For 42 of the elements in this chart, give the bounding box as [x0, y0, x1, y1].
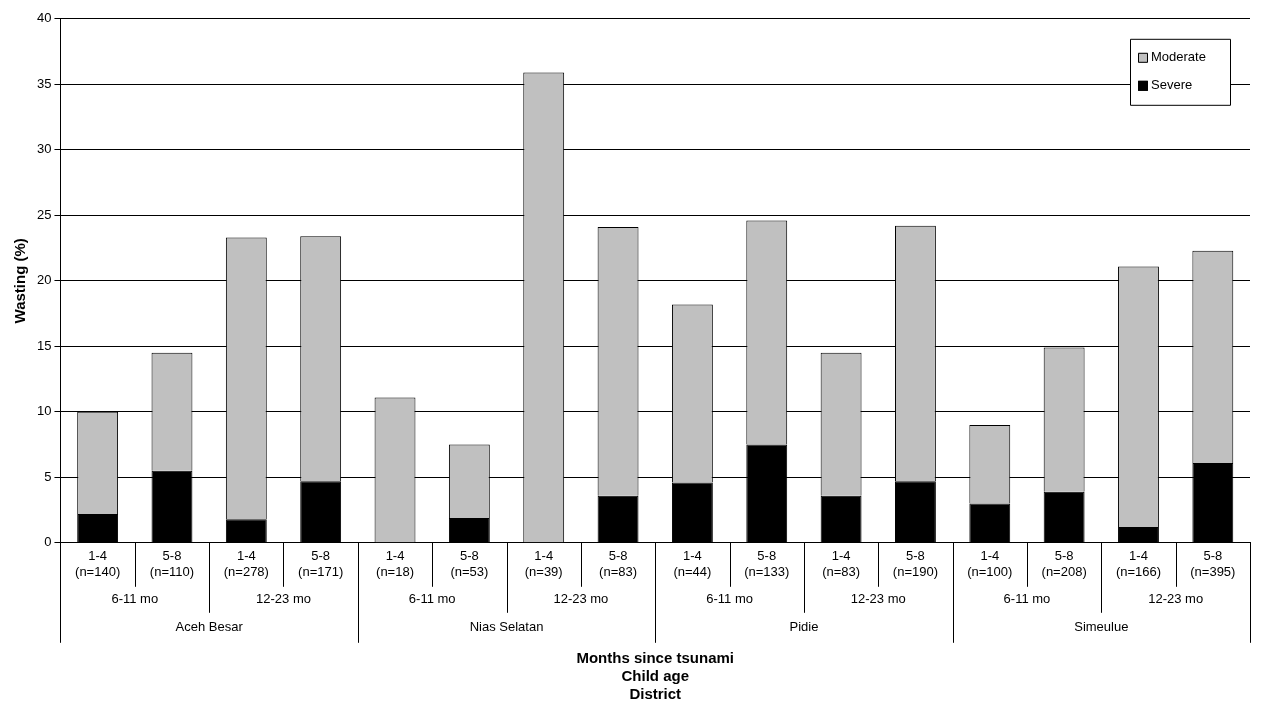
text: Pidie — [789, 619, 819, 635]
x-tick-label: 1-4 (n=83) — [822, 548, 861, 579]
y-tick-label: 35 — [36, 75, 52, 91]
y-tick-label: 20 — [36, 272, 52, 288]
y-tick-label: 25 — [36, 206, 52, 222]
x-tick-label: 1-4 (n=44) — [673, 548, 712, 579]
x-tick-label: 5-8 (n=190) — [892, 548, 939, 579]
x-tick-label: 5-8 (n=110) — [149, 548, 195, 579]
x-tick-label: 1-4 (n=278) — [223, 548, 269, 579]
text: 6-11 mo — [1003, 591, 1051, 607]
y-tick-label: 10 — [36, 403, 52, 419]
text: 12-23 mo — [256, 591, 311, 607]
x-tick-label: 5-8 (n=171) — [298, 548, 344, 579]
legend-label: Severe — [1151, 77, 1193, 93]
text: Simeulue — [1074, 619, 1129, 635]
x-tick-label: 5-8 (n=83) — [599, 548, 638, 579]
y-axis-title: Wasting (%) — [11, 238, 29, 324]
x-tick-label: 5-8 (n=133) — [744, 548, 790, 579]
x-axis-title: Months since tsunami Child age District — [576, 649, 734, 703]
x-tick-label: 1-4 (n=100) — [967, 548, 1013, 579]
text: 12-23 mo — [1148, 591, 1204, 607]
legend-label: Moderate — [1151, 49, 1206, 65]
text: 6-11 mo — [408, 591, 456, 607]
x-tick-label: 5-8 (n=395) — [1190, 548, 1236, 579]
y-tick-label: 5 — [44, 468, 52, 484]
x-tick-label: 5-8 (n=53) — [450, 548, 489, 579]
text: Nias Selatan — [469, 619, 544, 635]
text: 6-11 mo — [706, 591, 753, 607]
text: 12-23 mo — [850, 591, 906, 607]
x-tick-label: 5-8 (n=208) — [1041, 548, 1087, 579]
y-tick-label: 40 — [36, 10, 52, 26]
text: Aceh Besar — [175, 619, 244, 635]
text: 12-23 mo — [553, 591, 609, 607]
x-tick-label: 1-4 (n=140) — [75, 548, 121, 579]
x-tick-label: 1-4 (n=39) — [524, 548, 563, 579]
bar — [1118, 527, 1159, 543]
text: 6-11 mo — [111, 591, 159, 607]
y-tick-label: 15 — [36, 337, 52, 353]
y-tick-label: 0 — [44, 534, 52, 550]
x-tick-label: 1-4 (n=166) — [1115, 548, 1162, 579]
y-tick-label: 30 — [36, 141, 52, 157]
x-tick-label: 1-4 (n=18) — [376, 548, 414, 579]
